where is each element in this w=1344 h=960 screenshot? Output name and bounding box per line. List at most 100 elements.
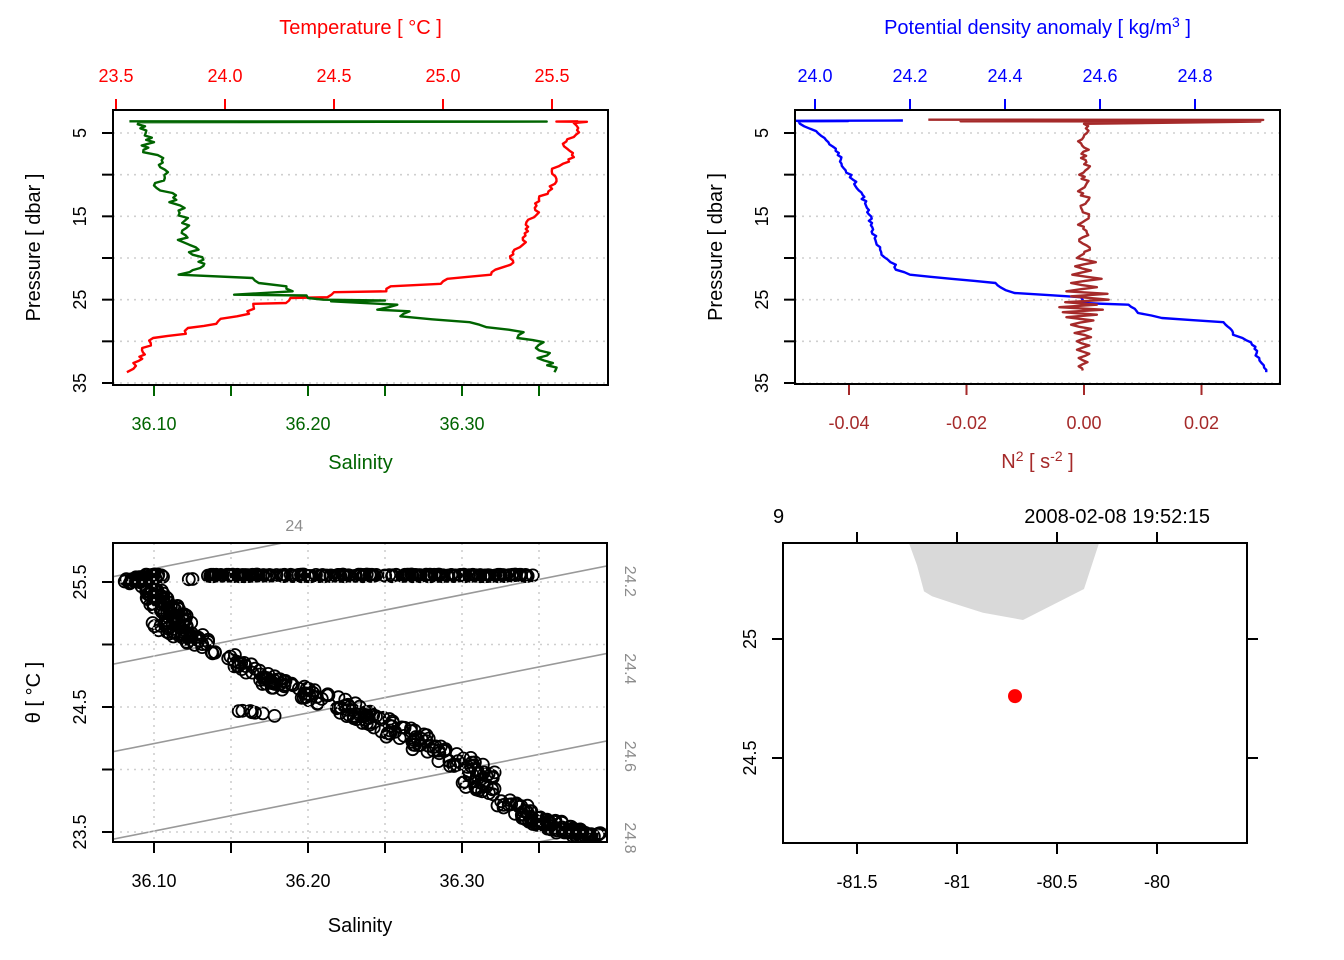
tick-label: 0.00 [1066,413,1101,433]
station-number-label: 9 [773,506,784,528]
ts-point [467,568,482,583]
ts-point [449,757,464,772]
ts-point [493,567,507,582]
ts-point [139,584,154,599]
isopycnal-label: 24.6 [621,741,638,772]
ts-point [237,656,252,670]
ts-point [231,704,246,718]
tick-label: 24.0 [207,66,242,86]
ts-point [286,568,301,583]
salinity-axis-title: Salinity [328,915,392,937]
ts-point [479,769,494,783]
tick-label: 25 [740,629,760,649]
ts-point [244,705,259,720]
ts-point [552,822,567,836]
panel-temperature-salinity-profile: 23.5 24.0 24.5 25.0 25.5 36.10 36.20 36.30 5 15 25… [23,17,608,474]
ts-point [310,696,325,711]
ts-point [487,765,502,780]
ts-point [357,568,372,582]
ts-point [158,618,172,632]
ts-point [383,723,397,738]
ts-point [266,680,281,695]
ts-point [456,567,471,582]
ts-point [343,568,358,583]
plot-box-map [782,542,1248,844]
panel-station-map: -81.5 -81 -80.5 -80 25 24.5 9 2008-02-08 19:52:… [740,506,1258,892]
isopycnal-label: 24.2 [621,566,638,597]
isopycnal-line [113,740,607,840]
ts-point [265,568,280,583]
ts-point [364,567,379,582]
tick-label: -80.5 [1036,872,1077,892]
tick-label: 36.20 [285,871,330,891]
tick-label: 25 [752,290,772,310]
ts-point [481,786,496,800]
ts-point [520,798,535,813]
tick-label: 0.02 [1184,413,1219,433]
ts-point [291,681,306,696]
ts-point [331,690,346,705]
isopycnal-label: 24.8 [621,822,638,853]
ts-point [275,682,290,697]
ts-point [304,569,319,583]
ts-point [269,568,284,582]
ts-point [170,599,185,613]
tick-label: 36.30 [439,414,484,434]
ts-point [471,783,486,798]
density-curve [795,119,1268,373]
ts-point [464,759,478,773]
ts-point [568,823,583,838]
plot-box-ts-diagram [112,542,608,843]
ts-point [362,717,377,732]
ts-point [144,583,159,598]
isopycnal-lines [113,543,607,842]
isopycnal-line [113,652,607,753]
ts-point [508,806,522,821]
ts-point [457,774,472,789]
ts-point [205,646,220,661]
tick-label: -0.02 [946,413,987,433]
ts-point [378,568,393,583]
ts-point [467,755,482,770]
tick-label: 24.5 [316,66,351,86]
ts-point [501,797,516,812]
ts-scatter [117,567,607,842]
ts-point [341,708,356,722]
ts-point [200,568,215,583]
ts-point [529,818,544,832]
panel-density-n2-profile: 24.0 24.2 24.4 24.6 24.8 -0.04 -0.02 0.00 0.02 5 1… [705,14,1280,473]
ts-point [234,569,249,583]
tick-label: -81 [944,872,970,892]
temperature-axis-title: Temperature [ °C ] [279,17,442,39]
tick-label: 36.10 [131,414,176,434]
ts-point [255,568,270,583]
tick-label: 15 [70,206,90,226]
tick-label: 24.6 [1082,66,1117,86]
tick-label: 25.0 [425,66,460,86]
tick-label: 23.5 [98,66,133,86]
tick-label: 24.5 [70,689,90,724]
ts-point [408,738,422,752]
ts-point [117,574,132,589]
ts-point [333,569,348,583]
pressure-axis-title: Pressure [ dbar ] [705,173,727,321]
isopycnal-label: 24.4 [621,653,638,684]
panel-ts-diagram: 36.10 36.20 36.30 23.5 24.5 25.5 Salinity θ [ °… [23,518,638,937]
ts-point [463,751,478,765]
ts-point [219,567,234,582]
tick-label: 35 [752,373,772,393]
isopycnal-line [113,543,287,578]
tick-label: -81.5 [836,872,877,892]
ts-point [294,567,308,582]
ts-point [447,568,461,583]
ts-point [152,597,167,611]
pressure-axis-title: Pressure [ dbar ] [23,174,45,322]
station-date-label: 2008-02-08 19:52:15 [1024,506,1210,528]
ts-point [349,569,363,583]
tick-label: 5 [752,128,772,138]
tick-label: 24.5 [740,740,760,775]
ts-point [431,754,446,768]
ts-point [416,727,431,742]
ts-point [494,794,509,809]
